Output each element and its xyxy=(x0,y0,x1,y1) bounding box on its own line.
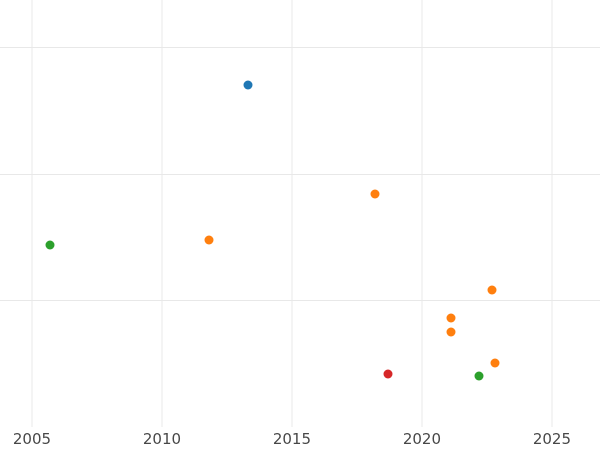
scatter-point-orange xyxy=(204,235,214,245)
scatter-point-orange xyxy=(370,189,380,199)
scatter-point-red xyxy=(383,369,393,379)
x-tick-label: 2020 xyxy=(402,430,442,449)
horizontal-gridline xyxy=(0,46,600,48)
scatter-point-orange xyxy=(446,313,456,323)
horizontal-gridline xyxy=(0,173,600,175)
scatter-point-green xyxy=(45,240,55,250)
x-tick-label: 2010 xyxy=(142,430,182,449)
vertical-gridline xyxy=(31,0,33,428)
vertical-gridline xyxy=(551,0,553,428)
vertical-gridline xyxy=(421,0,423,428)
scatter-point-orange xyxy=(446,327,456,337)
vertical-gridline xyxy=(291,0,293,428)
x-tick-label: 2015 xyxy=(272,430,312,449)
x-tick-label: 2025 xyxy=(532,430,571,449)
scatter-point-blue xyxy=(243,80,253,90)
horizontal-gridline xyxy=(0,300,600,302)
scatter-point-orange xyxy=(487,285,497,295)
scatter-point-orange xyxy=(490,358,500,368)
scatter-point-green xyxy=(474,371,484,381)
x-tick-label: 2005 xyxy=(12,430,52,449)
vertical-gridline xyxy=(161,0,163,428)
